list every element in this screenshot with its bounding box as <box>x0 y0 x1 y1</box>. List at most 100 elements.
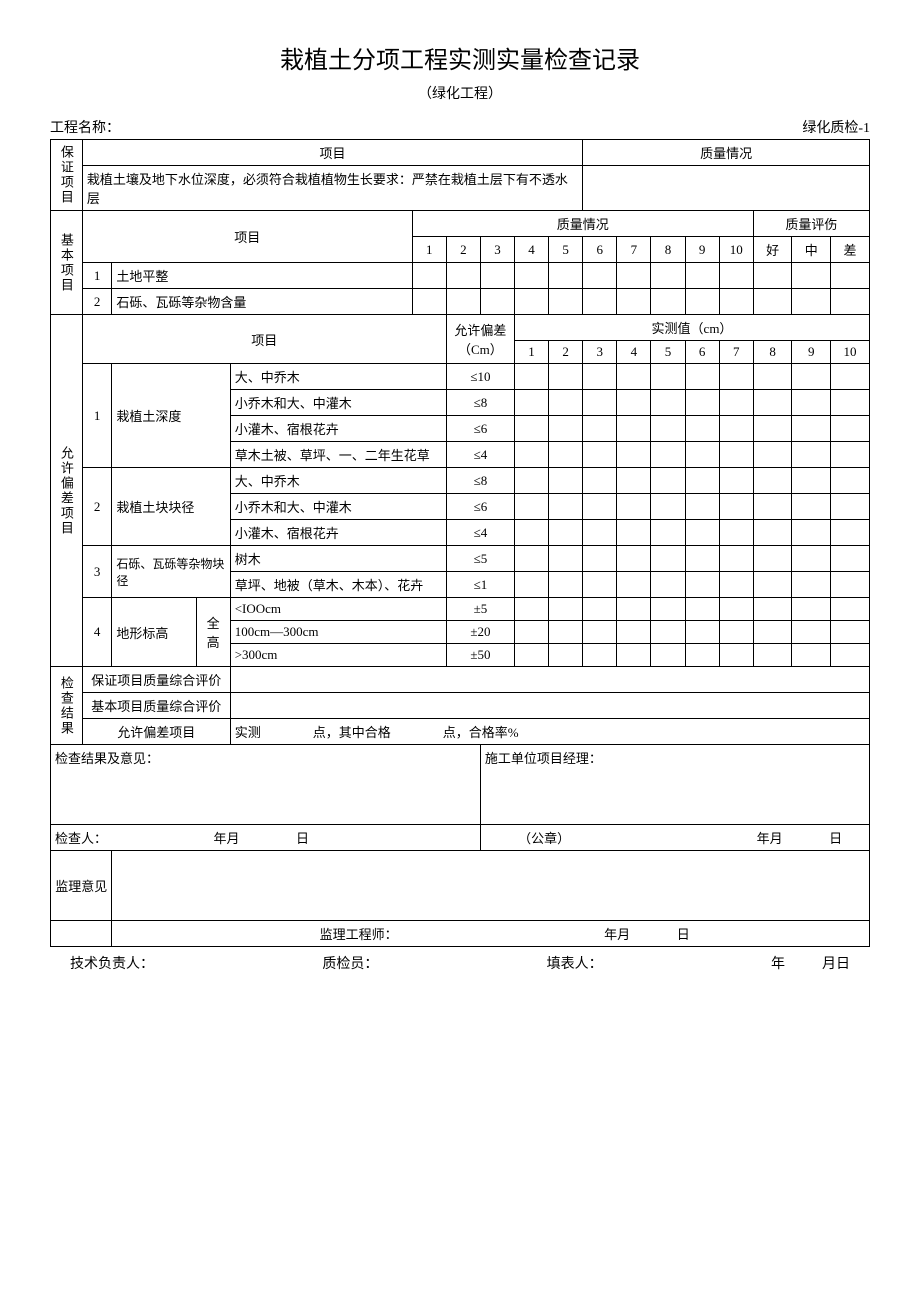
tech-lead-label: 技术负责人： <box>70 953 154 973</box>
cell <box>651 442 685 468</box>
project-name-label: 工程名称： <box>50 117 120 137</box>
section-deviation: 允许偏差项目 <box>51 315 83 667</box>
cell <box>549 520 583 546</box>
cell <box>753 468 792 494</box>
cell <box>685 289 719 315</box>
cell <box>549 621 583 644</box>
cell <box>549 390 583 416</box>
cell <box>549 598 583 621</box>
cell <box>719 416 753 442</box>
year-label: 年 <box>771 957 785 972</box>
guarantee-item-header: 项目 <box>82 140 582 166</box>
result-basic-cell <box>230 693 869 719</box>
cell <box>831 621 870 644</box>
dev-tol: ≤10 <box>446 364 514 390</box>
cell <box>831 644 870 667</box>
col-num: 10 <box>831 341 870 364</box>
cell <box>831 289 870 315</box>
cell <box>831 572 870 598</box>
col-num: 3 <box>480 237 514 263</box>
cell <box>792 520 831 546</box>
cell <box>792 546 831 572</box>
page-subtitle: （绿化工程） <box>50 83 870 103</box>
cell <box>831 263 870 289</box>
cell <box>792 364 831 390</box>
cell <box>719 263 753 289</box>
cell <box>549 442 583 468</box>
ym-label: 年月 <box>604 927 630 942</box>
cell <box>617 644 651 667</box>
cell <box>792 442 831 468</box>
col-num: 6 <box>685 341 719 364</box>
cell <box>617 442 651 468</box>
cell <box>515 442 549 468</box>
col-num: 5 <box>549 237 583 263</box>
cell <box>583 598 617 621</box>
cell <box>831 442 870 468</box>
col-num: 2 <box>446 237 480 263</box>
cell <box>549 468 583 494</box>
cell <box>792 289 831 315</box>
cell <box>719 442 753 468</box>
day-label: 日 <box>829 831 842 846</box>
cell <box>515 416 549 442</box>
cell <box>719 364 753 390</box>
cell <box>685 621 719 644</box>
cell <box>617 416 651 442</box>
supervision-eng-label: 监理工程师： <box>320 927 398 942</box>
cell <box>617 546 651 572</box>
basic-item-header: 项目 <box>82 211 412 263</box>
cell <box>753 546 792 572</box>
cell <box>685 442 719 468</box>
cell <box>651 416 685 442</box>
form-code: 绿化质检-1 <box>802 117 870 137</box>
cell <box>792 621 831 644</box>
filler-label: 填表人： <box>547 953 603 973</box>
seal-label: （公章） <box>518 831 570 846</box>
dev-tol: ≤6 <box>446 416 514 442</box>
supervision-opinion-label: 监理意见 <box>51 851 112 921</box>
cell <box>651 572 685 598</box>
ym-label: 年月 <box>757 831 783 846</box>
basic-quality-header: 质量情况 <box>412 211 753 237</box>
dev-tol: ≤5 <box>446 546 514 572</box>
supervision-opinion-cell <box>112 851 870 921</box>
dev-item-header: 项目 <box>82 315 446 364</box>
cell <box>583 263 617 289</box>
cell <box>583 520 617 546</box>
cell <box>792 468 831 494</box>
cell <box>617 598 651 621</box>
guarantee-quality-header: 质量情况 <box>583 140 870 166</box>
cell <box>549 263 583 289</box>
cell <box>617 364 651 390</box>
cell <box>583 416 617 442</box>
cell <box>719 572 753 598</box>
cell <box>515 598 549 621</box>
guarantee-quality-cell <box>583 166 870 211</box>
result-guarantee-label: 保证项目质量综合评价 <box>82 667 230 693</box>
day-label: 日 <box>296 831 309 846</box>
guarantee-text: 栽植土壤及地下水位深度，必须符合栽植植物生长要求：严禁在栽植土层下有不透水层 <box>82 166 582 211</box>
cell <box>515 494 549 520</box>
cell <box>719 621 753 644</box>
dev-sub: 草木土被、草坪、一、二年生花草 <box>230 442 446 468</box>
cell <box>685 644 719 667</box>
cell <box>831 390 870 416</box>
dev-group-name: 地形标高 <box>112 598 196 667</box>
cell <box>583 644 617 667</box>
col-num: 9 <box>792 341 831 364</box>
basic-row-name: 土地平整 <box>112 263 412 289</box>
cell <box>753 621 792 644</box>
cell <box>831 494 870 520</box>
result-dev-text: 实测 点，其中合格 点，合格率% <box>230 719 869 745</box>
section-result: 检查结果 <box>51 667 83 745</box>
cell <box>685 364 719 390</box>
cell <box>617 572 651 598</box>
dev-tol: ≤8 <box>446 390 514 416</box>
dev-tol: ≤1 <box>446 572 514 598</box>
dev-tol: ≤4 <box>446 520 514 546</box>
cell <box>792 572 831 598</box>
cell <box>753 598 792 621</box>
cell <box>583 572 617 598</box>
cell <box>792 644 831 667</box>
